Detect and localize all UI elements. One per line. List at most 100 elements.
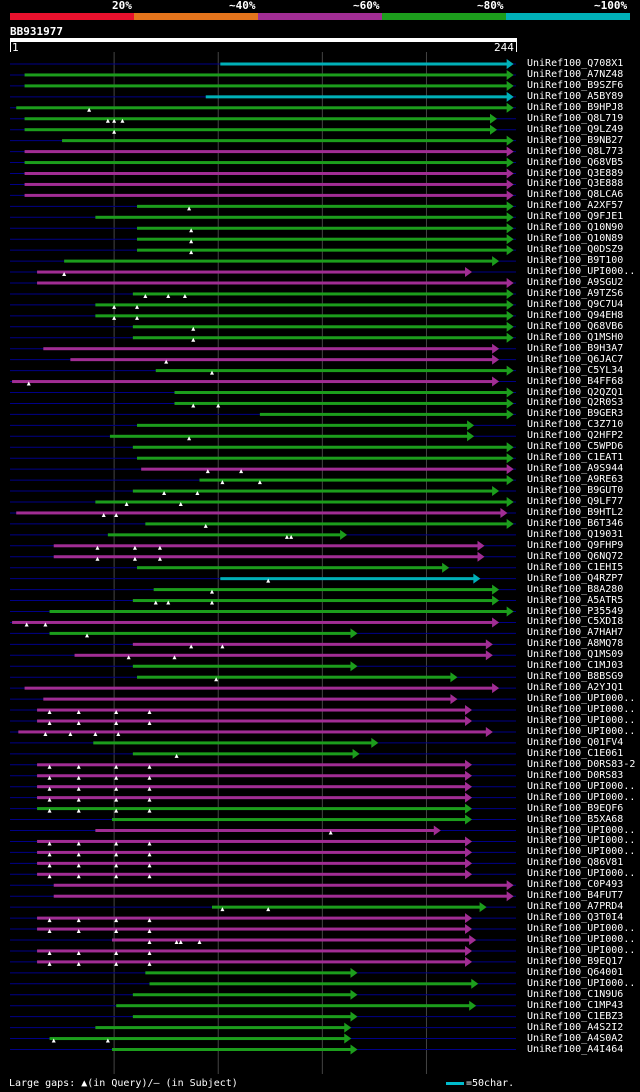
hit-label[interactable]: UniRef100_C5WPD6 [527, 441, 624, 453]
hit-segment[interactable] [95, 1026, 346, 1030]
hit-label[interactable]: UniRef100_A5BY89 [527, 90, 624, 102]
hit-segment[interactable] [132, 445, 508, 449]
hit-label[interactable]: UniRef100_B8BSG9 [527, 671, 624, 683]
hit-segment[interactable] [137, 423, 469, 427]
hit-label[interactable]: UniRef100_Q1MSH0 [527, 331, 624, 343]
hit-segment[interactable] [24, 182, 508, 186]
hit-segment[interactable] [37, 927, 467, 931]
hit-label[interactable]: UniRef100_C1EAT1 [527, 452, 624, 464]
hit-label[interactable]: UniRef100_Q94EH8 [527, 309, 624, 321]
hit-label[interactable]: UniRef100_A7PRD4 [527, 901, 624, 913]
hit-segment[interactable] [93, 741, 373, 745]
hit-label[interactable]: UniRef100_C1EHI5 [527, 561, 624, 573]
hit-segment[interactable] [174, 401, 508, 405]
hit-segment[interactable] [132, 292, 508, 296]
hit-segment[interactable] [95, 314, 508, 318]
hit-label[interactable]: UniRef100_Q68VB5 [527, 156, 624, 168]
hit-segment[interactable] [49, 631, 352, 635]
hit-label[interactable]: UniRef100_A7HAH7 [527, 627, 624, 639]
hit-segment[interactable] [16, 106, 508, 110]
hit-segment[interactable] [132, 336, 508, 340]
hit-label[interactable]: UniRef100_Q4RZP7 [527, 572, 624, 584]
hit-segment[interactable] [43, 697, 452, 701]
hit-label[interactable]: UniRef100_B8A280 [527, 583, 624, 595]
hit-segment[interactable] [141, 467, 508, 471]
hit-label[interactable]: UniRef100_P35549 [527, 605, 624, 617]
hit-label[interactable]: UniRef100_C3Z710 [527, 419, 624, 431]
hit-label[interactable]: UniRef100_B9EQ17 [527, 955, 624, 967]
hit-label[interactable]: UniRef100_UPI000.. [527, 923, 636, 935]
hit-label[interactable]: UniRef100_C1EBZ3 [527, 1010, 624, 1022]
hit-label[interactable]: UniRef100_A9S944 [527, 463, 624, 475]
hit-label[interactable]: UniRef100_Q6NQ72 [527, 550, 624, 562]
hit-label[interactable]: UniRef100_A5ATR5 [527, 594, 624, 606]
hit-segment[interactable] [53, 544, 479, 548]
hit-segment[interactable] [137, 566, 444, 570]
hit-label[interactable]: UniRef100_B9T100 [527, 255, 624, 267]
hit-label[interactable]: UniRef100_B4FUT7 [527, 890, 624, 902]
hit-label[interactable]: UniRef100_Q68VB6 [527, 320, 624, 332]
hit-label[interactable]: UniRef100_B9GER3 [527, 408, 624, 420]
hit-label[interactable]: UniRef100_B9HTL2 [527, 506, 624, 518]
hit-segment[interactable] [70, 358, 494, 362]
hit-label[interactable]: UniRef100_C1E061 [527, 747, 624, 759]
hit-label[interactable]: UniRef100_Q6JAC7 [527, 353, 624, 365]
hit-segment[interactable] [37, 839, 467, 843]
hit-label[interactable]: UniRef100_Q708X1 [527, 58, 624, 69]
hit-label[interactable]: UniRef100_UPI000.. [527, 715, 636, 726]
hit-label[interactable]: UniRef100_Q1MS09 [527, 649, 624, 661]
hit-segment[interactable] [12, 380, 494, 384]
hit-label[interactable]: UniRef100_Q8L719 [527, 112, 624, 124]
hit-segment[interactable] [107, 533, 342, 537]
hit-label[interactable]: UniRef100_B9H3A7 [527, 342, 624, 354]
hit-label[interactable]: UniRef100_A4S0A2 [527, 1032, 624, 1044]
hit-segment[interactable] [137, 204, 508, 208]
hit-segment[interactable] [220, 577, 475, 581]
hit-label[interactable]: UniRef100_Q19031 [527, 528, 624, 540]
hit-segment[interactable] [109, 434, 469, 438]
hit-label[interactable]: UniRef100_Q2QZQ1 [527, 386, 624, 398]
hit-label[interactable]: UniRef100_Q3E889 [527, 167, 624, 179]
hit-label[interactable]: UniRef100_C1N9U6 [527, 988, 624, 1000]
hit-segment[interactable] [132, 752, 354, 756]
hit-label[interactable]: UniRef100_A2YJQ1 [527, 682, 624, 694]
hit-segment[interactable] [37, 861, 467, 865]
hit-label[interactable]: UniRef100_A9SGU2 [527, 277, 624, 288]
hit-segment[interactable] [95, 500, 508, 504]
hit-label[interactable]: UniRef100_B4FF68 [527, 375, 624, 387]
hit-label[interactable]: UniRef100_B9HPJ8 [527, 101, 624, 113]
hit-label[interactable]: UniRef100_B9EQF6 [527, 802, 624, 814]
hit-segment[interactable] [53, 555, 479, 559]
hit-label[interactable]: UniRef100_D0RS83 [527, 769, 624, 781]
hit-label[interactable]: UniRef100_C5XDI8 [527, 616, 624, 628]
hit-label[interactable]: UniRef100_B6T346 [527, 517, 624, 529]
hit-segment[interactable] [137, 248, 508, 252]
hit-label[interactable]: UniRef100_UPI000.. [527, 780, 636, 792]
hit-segment[interactable] [220, 62, 508, 66]
hit-label[interactable]: UniRef100_Q10N90 [527, 222, 624, 234]
hit-label[interactable]: UniRef100_UPI000.. [527, 846, 636, 858]
hit-segment[interactable] [205, 95, 508, 99]
hit-label[interactable]: UniRef100_Q9LZ49 [527, 123, 624, 135]
hit-segment[interactable] [137, 456, 508, 460]
hit-label[interactable]: UniRef100_Q9FJE1 [527, 211, 624, 223]
hit-segment[interactable] [112, 818, 467, 822]
hit-segment[interactable] [16, 511, 502, 515]
hit-label[interactable]: UniRef100_Q9FHP9 [527, 539, 624, 551]
hit-label[interactable]: UniRef100_Q9LF77 [527, 496, 624, 507]
hit-segment[interactable] [132, 664, 352, 668]
hit-segment[interactable] [95, 829, 435, 832]
hit-segment[interactable] [95, 303, 508, 307]
hit-segment[interactable] [259, 412, 508, 416]
hit-label[interactable]: UniRef100_UPI000.. [527, 791, 636, 803]
hit-segment[interactable] [149, 982, 473, 986]
hit-label[interactable]: UniRef100_A2XF57 [527, 200, 624, 212]
hit-segment[interactable] [145, 971, 352, 975]
hit-segment[interactable] [37, 807, 467, 811]
hit-label[interactable]: UniRef100_B9NB27 [527, 134, 624, 146]
hit-label[interactable]: UniRef100_UPI000.. [527, 693, 636, 705]
hit-segment[interactable] [24, 686, 494, 690]
hit-segment[interactable] [132, 1015, 352, 1019]
hit-segment[interactable] [137, 226, 508, 230]
hit-label[interactable]: UniRef100_UPI000.. [527, 835, 636, 847]
